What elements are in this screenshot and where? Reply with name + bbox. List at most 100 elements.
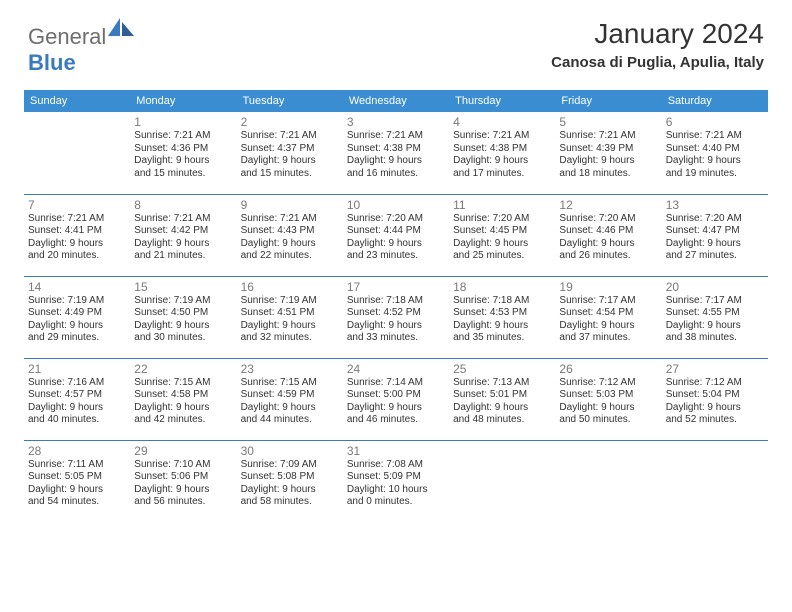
calendar-day-cell: 27Sunrise: 7:12 AMSunset: 5:04 PMDayligh… bbox=[662, 358, 768, 440]
day-details: Sunrise: 7:18 AMSunset: 4:52 PMDaylight:… bbox=[347, 295, 445, 345]
calendar-week-row: 7Sunrise: 7:21 AMSunset: 4:41 PMDaylight… bbox=[24, 194, 768, 276]
day-details: Sunrise: 7:15 AMSunset: 4:58 PMDaylight:… bbox=[134, 377, 232, 427]
day-number: 20 bbox=[666, 280, 764, 294]
calendar-day-cell: 15Sunrise: 7:19 AMSunset: 4:50 PMDayligh… bbox=[130, 276, 236, 358]
day-number: 9 bbox=[241, 198, 339, 212]
day-details: Sunrise: 7:12 AMSunset: 5:04 PMDaylight:… bbox=[666, 377, 764, 427]
brand-part1: General bbox=[28, 24, 106, 49]
calendar-day-cell: 18Sunrise: 7:18 AMSunset: 4:53 PMDayligh… bbox=[449, 276, 555, 358]
day-number: 31 bbox=[347, 444, 445, 458]
calendar-day-cell: 21Sunrise: 7:16 AMSunset: 4:57 PMDayligh… bbox=[24, 358, 130, 440]
calendar-head: SundayMondayTuesdayWednesdayThursdayFrid… bbox=[24, 90, 768, 112]
day-details: Sunrise: 7:20 AMSunset: 4:45 PMDaylight:… bbox=[453, 213, 551, 263]
day-header: Sunday bbox=[24, 90, 130, 112]
day-number: 19 bbox=[559, 280, 657, 294]
calendar-week-row: 14Sunrise: 7:19 AMSunset: 4:49 PMDayligh… bbox=[24, 276, 768, 358]
calendar-day-cell: 20Sunrise: 7:17 AMSunset: 4:55 PMDayligh… bbox=[662, 276, 768, 358]
day-number: 30 bbox=[241, 444, 339, 458]
day-details: Sunrise: 7:20 AMSunset: 4:47 PMDaylight:… bbox=[666, 213, 764, 263]
day-header: Wednesday bbox=[343, 90, 449, 112]
day-number: 17 bbox=[347, 280, 445, 294]
calendar-day-cell: 23Sunrise: 7:15 AMSunset: 4:59 PMDayligh… bbox=[237, 358, 343, 440]
day-details: Sunrise: 7:20 AMSunset: 4:46 PMDaylight:… bbox=[559, 213, 657, 263]
calendar-day-cell: 12Sunrise: 7:20 AMSunset: 4:46 PMDayligh… bbox=[555, 194, 661, 276]
day-details: Sunrise: 7:21 AMSunset: 4:40 PMDaylight:… bbox=[666, 130, 764, 180]
page-header: GeneralBlue January 2024 Canosa di Pugli… bbox=[0, 0, 792, 84]
day-number: 21 bbox=[28, 362, 126, 376]
calendar-empty-cell bbox=[449, 440, 555, 522]
day-details: Sunrise: 7:21 AMSunset: 4:38 PMDaylight:… bbox=[453, 130, 551, 180]
calendar-day-cell: 6Sunrise: 7:21 AMSunset: 4:40 PMDaylight… bbox=[662, 112, 768, 194]
day-header: Tuesday bbox=[237, 90, 343, 112]
calendar-week-row: 21Sunrise: 7:16 AMSunset: 4:57 PMDayligh… bbox=[24, 358, 768, 440]
calendar-day-cell: 16Sunrise: 7:19 AMSunset: 4:51 PMDayligh… bbox=[237, 276, 343, 358]
day-number: 1 bbox=[134, 115, 232, 129]
day-details: Sunrise: 7:21 AMSunset: 4:43 PMDaylight:… bbox=[241, 213, 339, 263]
calendar-day-cell: 22Sunrise: 7:15 AMSunset: 4:58 PMDayligh… bbox=[130, 358, 236, 440]
day-number: 13 bbox=[666, 198, 764, 212]
calendar-day-cell: 24Sunrise: 7:14 AMSunset: 5:00 PMDayligh… bbox=[343, 358, 449, 440]
calendar-day-cell: 30Sunrise: 7:09 AMSunset: 5:08 PMDayligh… bbox=[237, 440, 343, 522]
calendar-empty-cell bbox=[555, 440, 661, 522]
day-number: 3 bbox=[347, 115, 445, 129]
day-details: Sunrise: 7:20 AMSunset: 4:44 PMDaylight:… bbox=[347, 213, 445, 263]
day-header: Saturday bbox=[662, 90, 768, 112]
day-number: 11 bbox=[453, 198, 551, 212]
day-number: 26 bbox=[559, 362, 657, 376]
day-number: 22 bbox=[134, 362, 232, 376]
day-details: Sunrise: 7:17 AMSunset: 4:54 PMDaylight:… bbox=[559, 295, 657, 345]
day-number: 23 bbox=[241, 362, 339, 376]
calendar-day-cell: 19Sunrise: 7:17 AMSunset: 4:54 PMDayligh… bbox=[555, 276, 661, 358]
day-number: 2 bbox=[241, 115, 339, 129]
day-details: Sunrise: 7:21 AMSunset: 4:42 PMDaylight:… bbox=[134, 213, 232, 263]
day-details: Sunrise: 7:15 AMSunset: 4:59 PMDaylight:… bbox=[241, 377, 339, 427]
day-number: 7 bbox=[28, 198, 126, 212]
day-details: Sunrise: 7:21 AMSunset: 4:39 PMDaylight:… bbox=[559, 130, 657, 180]
day-details: Sunrise: 7:18 AMSunset: 4:53 PMDaylight:… bbox=[453, 295, 551, 345]
brand-part2: Blue bbox=[28, 50, 76, 75]
day-header: Thursday bbox=[449, 90, 555, 112]
calendar-day-cell: 3Sunrise: 7:21 AMSunset: 4:38 PMDaylight… bbox=[343, 112, 449, 194]
brand-logo: GeneralBlue bbox=[28, 18, 134, 76]
calendar-day-cell: 31Sunrise: 7:08 AMSunset: 5:09 PMDayligh… bbox=[343, 440, 449, 522]
calendar-day-cell: 4Sunrise: 7:21 AMSunset: 4:38 PMDaylight… bbox=[449, 112, 555, 194]
day-number: 28 bbox=[28, 444, 126, 458]
calendar-day-cell: 5Sunrise: 7:21 AMSunset: 4:39 PMDaylight… bbox=[555, 112, 661, 194]
day-number: 15 bbox=[134, 280, 232, 294]
calendar-week-row: 1Sunrise: 7:21 AMSunset: 4:36 PMDaylight… bbox=[24, 112, 768, 194]
day-number: 5 bbox=[559, 115, 657, 129]
day-header: Friday bbox=[555, 90, 661, 112]
day-number: 27 bbox=[666, 362, 764, 376]
day-number: 10 bbox=[347, 198, 445, 212]
day-number: 4 bbox=[453, 115, 551, 129]
day-number: 18 bbox=[453, 280, 551, 294]
calendar-body: 1Sunrise: 7:21 AMSunset: 4:36 PMDaylight… bbox=[24, 112, 768, 522]
day-details: Sunrise: 7:12 AMSunset: 5:03 PMDaylight:… bbox=[559, 377, 657, 427]
day-details: Sunrise: 7:13 AMSunset: 5:01 PMDaylight:… bbox=[453, 377, 551, 427]
day-details: Sunrise: 7:10 AMSunset: 5:06 PMDaylight:… bbox=[134, 459, 232, 509]
brand-text: GeneralBlue bbox=[28, 18, 134, 76]
day-details: Sunrise: 7:21 AMSunset: 4:41 PMDaylight:… bbox=[28, 213, 126, 263]
day-header-row: SundayMondayTuesdayWednesdayThursdayFrid… bbox=[24, 90, 768, 112]
day-details: Sunrise: 7:19 AMSunset: 4:49 PMDaylight:… bbox=[28, 295, 126, 345]
day-details: Sunrise: 7:17 AMSunset: 4:55 PMDaylight:… bbox=[666, 295, 764, 345]
calendar-table: SundayMondayTuesdayWednesdayThursdayFrid… bbox=[24, 90, 768, 522]
day-number: 24 bbox=[347, 362, 445, 376]
sail-icon bbox=[108, 18, 134, 36]
calendar-day-cell: 25Sunrise: 7:13 AMSunset: 5:01 PMDayligh… bbox=[449, 358, 555, 440]
calendar-day-cell: 2Sunrise: 7:21 AMSunset: 4:37 PMDaylight… bbox=[237, 112, 343, 194]
day-number: 25 bbox=[453, 362, 551, 376]
calendar-day-cell: 26Sunrise: 7:12 AMSunset: 5:03 PMDayligh… bbox=[555, 358, 661, 440]
day-details: Sunrise: 7:09 AMSunset: 5:08 PMDaylight:… bbox=[241, 459, 339, 509]
calendar-day-cell: 10Sunrise: 7:20 AMSunset: 4:44 PMDayligh… bbox=[343, 194, 449, 276]
day-number: 8 bbox=[134, 198, 232, 212]
day-details: Sunrise: 7:11 AMSunset: 5:05 PMDaylight:… bbox=[28, 459, 126, 509]
calendar-empty-cell bbox=[24, 112, 130, 194]
calendar-day-cell: 7Sunrise: 7:21 AMSunset: 4:41 PMDaylight… bbox=[24, 194, 130, 276]
day-number: 6 bbox=[666, 115, 764, 129]
day-details: Sunrise: 7:16 AMSunset: 4:57 PMDaylight:… bbox=[28, 377, 126, 427]
calendar-day-cell: 11Sunrise: 7:20 AMSunset: 4:45 PMDayligh… bbox=[449, 194, 555, 276]
calendar-day-cell: 8Sunrise: 7:21 AMSunset: 4:42 PMDaylight… bbox=[130, 194, 236, 276]
day-details: Sunrise: 7:08 AMSunset: 5:09 PMDaylight:… bbox=[347, 459, 445, 509]
calendar-empty-cell bbox=[662, 440, 768, 522]
